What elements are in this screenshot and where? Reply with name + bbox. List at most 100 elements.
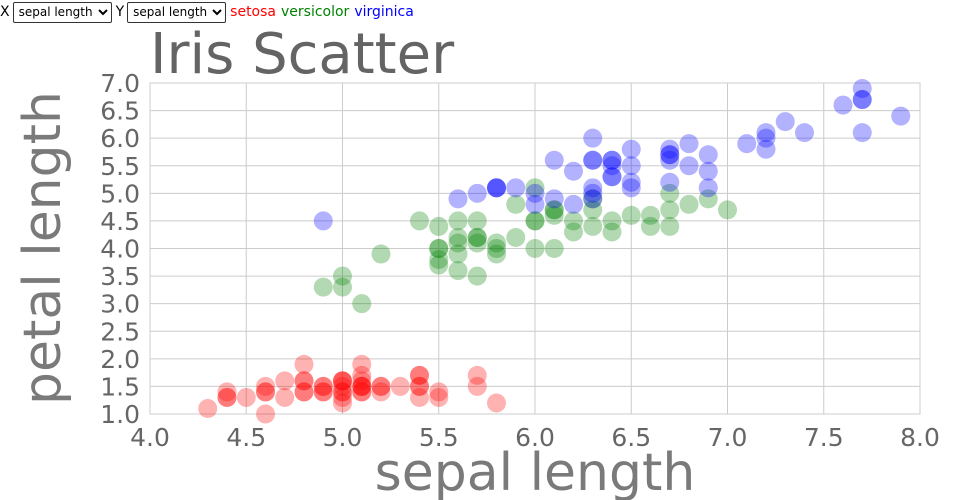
point-setosa bbox=[352, 365, 372, 385]
point-setosa bbox=[217, 387, 237, 407]
point-virginica bbox=[583, 189, 603, 209]
point-virginica bbox=[583, 150, 603, 170]
point-virginica bbox=[602, 150, 622, 170]
point-versicolor bbox=[506, 227, 526, 247]
y-variable-select[interactable]: sepal lengthsepal widthpetal lengthpetal… bbox=[127, 1, 227, 23]
x-variable-select[interactable]: sepal lengthsepal widthpetal lengthpetal… bbox=[12, 1, 112, 23]
x-tick-labels: 4.0 4.5 5.0 5.5 6.0 6.5 7.0 7.5 8.0 bbox=[130, 423, 940, 452]
point-setosa bbox=[256, 376, 275, 396]
point-setosa bbox=[352, 382, 372, 402]
y-tick-label: 2.0 bbox=[100, 345, 140, 374]
x-tick-label: 6.0 bbox=[515, 423, 555, 452]
x-tick-label: 4.5 bbox=[226, 423, 266, 452]
point-setosa bbox=[333, 387, 352, 407]
point-setosa bbox=[352, 376, 372, 396]
y-tick-label: 4.0 bbox=[100, 235, 140, 264]
y-tick-label: 6.5 bbox=[100, 97, 140, 126]
point-setosa bbox=[429, 382, 449, 402]
point-versicolor bbox=[448, 261, 468, 281]
point-virginica bbox=[467, 183, 487, 203]
point-setosa bbox=[371, 376, 391, 396]
point-setosa bbox=[333, 371, 352, 391]
legend-setosa: setosa bbox=[230, 4, 276, 20]
point-versicolor bbox=[467, 227, 487, 247]
point-versicolor bbox=[467, 266, 487, 286]
point-versicolor bbox=[544, 200, 564, 220]
point-setosa bbox=[294, 382, 314, 402]
point-virginica bbox=[506, 178, 526, 198]
point-versicolor bbox=[525, 211, 545, 231]
x-tick-label: 4.0 bbox=[130, 423, 170, 452]
point-versicolor bbox=[525, 211, 545, 231]
x-tick-label: 5.0 bbox=[323, 423, 363, 452]
point-virginica bbox=[525, 194, 545, 214]
point-setosa bbox=[467, 376, 487, 396]
point-virginica bbox=[487, 178, 506, 198]
point-setosa bbox=[333, 382, 352, 402]
point-virginica bbox=[525, 183, 545, 203]
point-virginica bbox=[698, 161, 718, 181]
point-virginica bbox=[660, 150, 680, 170]
point-setosa bbox=[313, 376, 333, 396]
point-setosa bbox=[313, 382, 333, 402]
point-versicolor bbox=[641, 205, 660, 225]
point-virginica bbox=[660, 145, 680, 165]
point-setosa bbox=[352, 354, 372, 374]
y-tick-label: 3.5 bbox=[100, 262, 140, 291]
y-tick-label: 2.5 bbox=[100, 317, 140, 346]
point-versicolor bbox=[410, 211, 429, 231]
point-virginica bbox=[852, 90, 872, 110]
y-axis-title: petal length bbox=[13, 91, 73, 405]
point-versicolor bbox=[544, 200, 564, 220]
point-virginica bbox=[756, 123, 776, 143]
point-versicolor bbox=[448, 227, 468, 247]
point-virginica bbox=[564, 194, 583, 214]
y-tick-label: 7.0 bbox=[100, 69, 140, 98]
point-setosa bbox=[333, 393, 352, 413]
chart-title: Iris Scatter bbox=[150, 22, 455, 87]
point-virginica bbox=[602, 150, 622, 170]
point-virginica bbox=[602, 156, 622, 176]
point-setosa bbox=[294, 371, 314, 391]
point-virginica bbox=[583, 150, 603, 170]
point-versicolor bbox=[641, 216, 660, 236]
x-axis-label-prefix: X bbox=[0, 4, 10, 20]
point-setosa bbox=[256, 382, 275, 402]
point-virginica bbox=[621, 139, 641, 159]
y-tick-label: 1.0 bbox=[100, 400, 140, 429]
point-setosa bbox=[294, 371, 314, 391]
point-setosa bbox=[390, 376, 410, 396]
point-versicolor bbox=[621, 205, 641, 225]
point-versicolor bbox=[467, 211, 487, 231]
point-setosa bbox=[410, 376, 429, 396]
point-virginica bbox=[660, 172, 680, 192]
y-tick-label: 6.0 bbox=[100, 124, 140, 153]
point-virginica bbox=[448, 189, 468, 209]
point-virginica bbox=[679, 134, 699, 154]
point-setosa bbox=[275, 371, 295, 391]
point-virginica bbox=[602, 167, 622, 187]
x-tick-label: 5.5 bbox=[419, 423, 459, 452]
point-setosa bbox=[294, 382, 314, 402]
point-setosa bbox=[410, 376, 429, 396]
point-versicolor bbox=[564, 211, 583, 231]
point-virginica bbox=[621, 156, 641, 176]
y-tick-label: 3.0 bbox=[100, 290, 140, 319]
y-axis-label-prefix: Y bbox=[115, 4, 125, 20]
point-versicolor bbox=[448, 233, 468, 253]
point-versicolor bbox=[718, 200, 737, 220]
point-setosa bbox=[294, 354, 314, 374]
point-versicolor bbox=[660, 216, 680, 236]
point-virginica bbox=[660, 139, 680, 159]
point-setosa bbox=[352, 376, 372, 396]
point-versicolor bbox=[602, 222, 622, 242]
point-virginica bbox=[583, 178, 603, 198]
point-setosa bbox=[236, 387, 256, 407]
point-versicolor bbox=[506, 194, 526, 214]
point-versicolor bbox=[313, 277, 333, 297]
point-versicolor bbox=[429, 216, 449, 236]
point-virginica bbox=[583, 183, 603, 203]
point-setosa bbox=[352, 371, 372, 391]
point-setosa bbox=[352, 376, 372, 396]
point-setosa bbox=[410, 365, 429, 385]
